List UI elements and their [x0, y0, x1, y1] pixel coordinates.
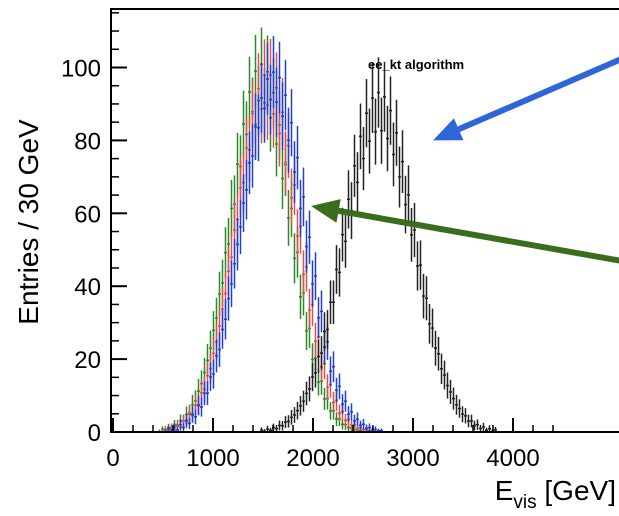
- arrow-head: [433, 118, 464, 141]
- x-axis-label-sub: vis: [513, 492, 536, 513]
- x-tick-label: 4000: [486, 445, 539, 472]
- y-tick-label: 40: [74, 274, 101, 301]
- series: [161, 38, 371, 433]
- y-tick-label: 100: [61, 56, 101, 83]
- x-tick-label: 0: [106, 445, 119, 472]
- y-axis-label: Entries / 30 GeV: [13, 119, 44, 325]
- arrows: [311, 56, 619, 264]
- series: [164, 35, 383, 433]
- axis-ticks: 0 1000 2000 3000 4000 0 20 40 60 80 100: [61, 12, 554, 472]
- x-tick-label: 3000: [386, 445, 439, 472]
- x-axis-label-main: E: [495, 475, 514, 506]
- arrow-shaft: [457, 56, 619, 133]
- x-tick-label: 2000: [286, 445, 339, 472]
- y-tick-label: 60: [74, 201, 101, 228]
- annotation-label: ee_kt algorithm: [368, 57, 464, 72]
- x-axis-label: Evis [GeV]: [495, 475, 616, 513]
- y-tick-label: 20: [74, 347, 101, 374]
- plot-frame: [110, 8, 619, 433]
- x-axis-label-unit: [GeV]: [537, 475, 616, 506]
- series: [260, 57, 497, 433]
- y-tick-label: 0: [88, 420, 101, 447]
- arrow-head: [311, 199, 341, 223]
- arrow-shaft: [338, 207, 619, 264]
- x-tick-label: 1000: [186, 445, 239, 472]
- y-tick-label: 80: [74, 128, 101, 155]
